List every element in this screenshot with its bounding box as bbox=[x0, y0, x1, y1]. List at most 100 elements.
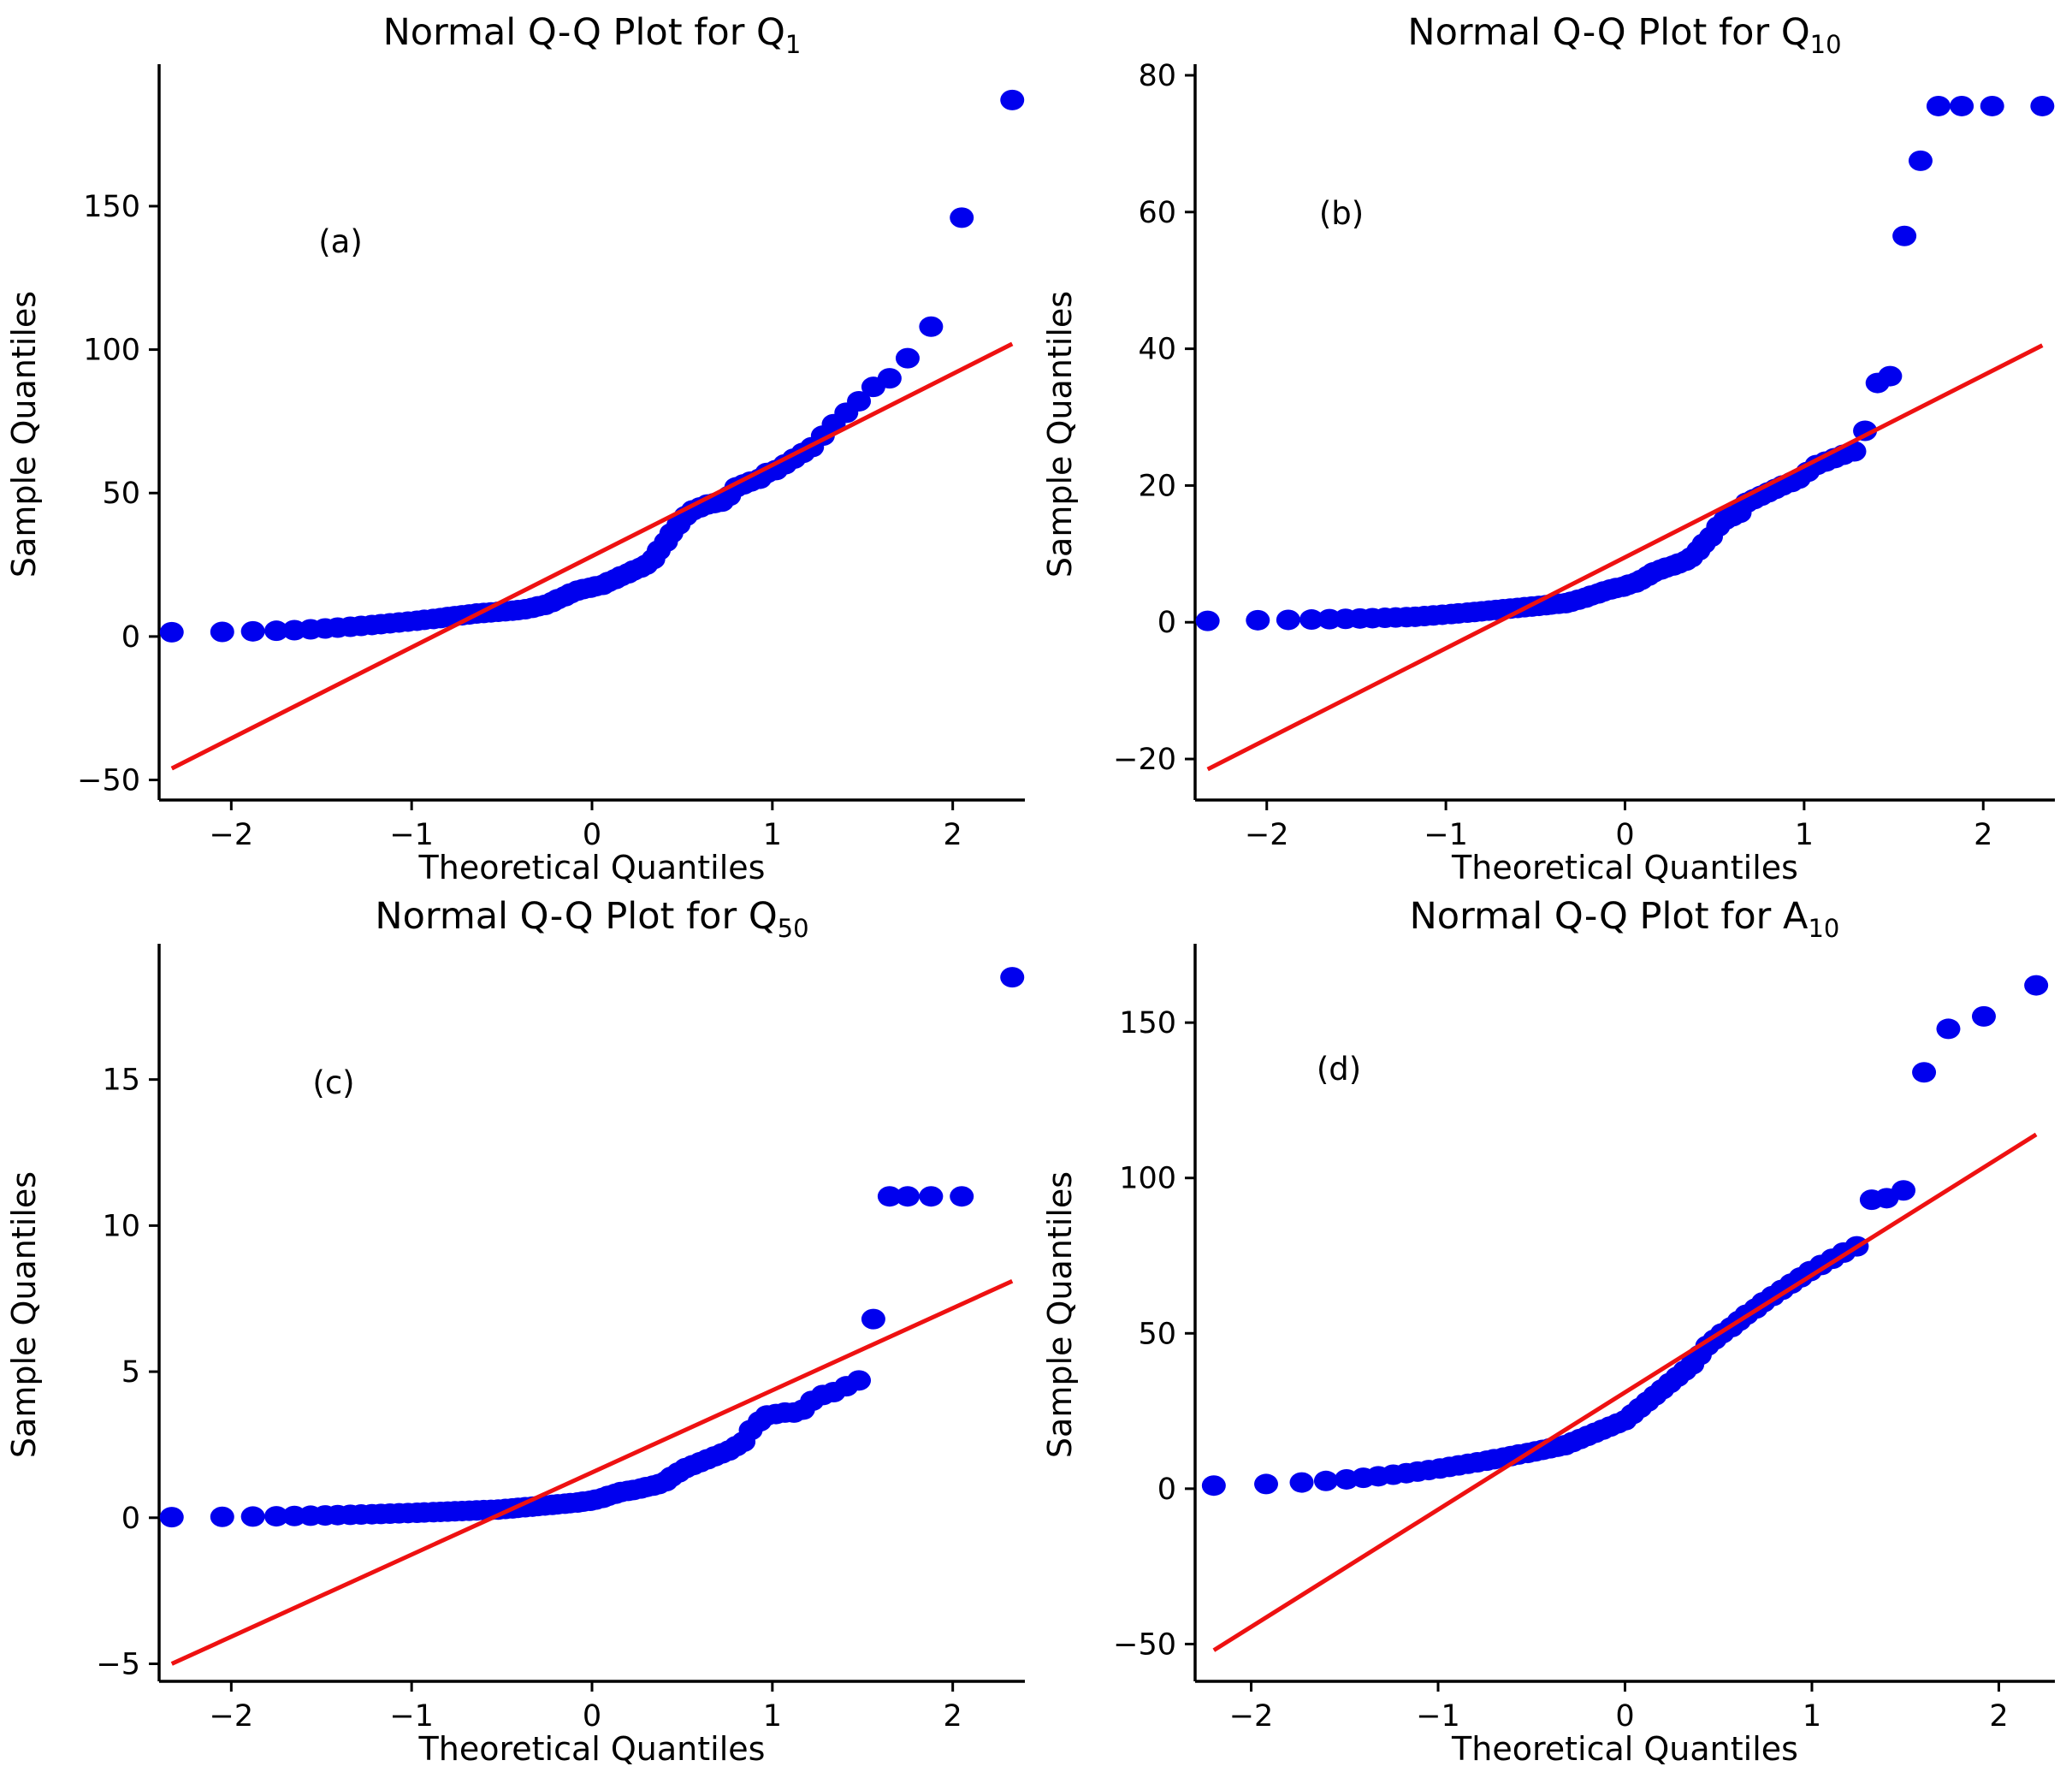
y-tick-label: 0 bbox=[121, 1502, 140, 1536]
y-tick-label: 40 bbox=[1138, 333, 1176, 367]
x-axis-label: Theoretical Quantiles bbox=[418, 849, 766, 886]
x-tick-label: −2 bbox=[1229, 1699, 1274, 1734]
chart-title-subscript: 50 bbox=[778, 914, 809, 943]
data-point bbox=[210, 1506, 234, 1527]
data-point bbox=[1195, 610, 1220, 631]
y-tick-label: 0 bbox=[1157, 606, 1176, 640]
reference-line bbox=[1212, 1132, 2038, 1652]
data-point bbox=[1853, 420, 1878, 442]
x-tick-label: 2 bbox=[1989, 1699, 2008, 1734]
data-point bbox=[2030, 95, 2055, 116]
data-point bbox=[1908, 150, 1933, 171]
qq-panel-b: Normal Q-Q Plot for Q10 −2 −1 0 1 2 −20 0 20 40 60… bbox=[1041, 11, 2055, 886]
x-tick-label: 0 bbox=[1615, 1699, 1634, 1734]
data-point bbox=[877, 368, 902, 389]
data-point bbox=[895, 347, 920, 369]
chart-title: Normal Q-Q Plot for Q50 bbox=[375, 895, 808, 943]
y-tick-label: 100 bbox=[1119, 1162, 1176, 1196]
x-tick-label: 0 bbox=[583, 1699, 601, 1734]
data-point bbox=[1971, 1005, 1996, 1027]
data-point bbox=[1912, 1062, 1937, 1083]
y-tick-label: 50 bbox=[1138, 1317, 1176, 1351]
data-point bbox=[1891, 1180, 1916, 1201]
chart-title: Normal Q-Q Plot for Q1 bbox=[383, 11, 802, 59]
data-point bbox=[1000, 89, 1025, 110]
reference-line bbox=[170, 1278, 1014, 1666]
data-point bbox=[847, 390, 872, 412]
y-axis-label: Sample Quantiles bbox=[1041, 1171, 1079, 1458]
y-tick-label: 80 bbox=[1138, 59, 1176, 93]
chart-title: Normal Q-Q Plot for A10 bbox=[1410, 895, 1840, 943]
y-tick-label: −50 bbox=[77, 764, 140, 798]
chart-title-main: Normal Q-Q Plot for Q bbox=[1407, 11, 1809, 54]
qq-panel-c: Normal Q-Q Plot for Q50 −2 −1 0 1 2 −5 0 5 10 15 Th… bbox=[5, 895, 1025, 1768]
y-tick-label: 0 bbox=[121, 620, 140, 655]
x-tick-label: −1 bbox=[1416, 1699, 1460, 1734]
y-axis-label: Sample Quantiles bbox=[5, 291, 43, 578]
data-point bbox=[1289, 1472, 1314, 1493]
data-point bbox=[159, 621, 184, 643]
data-point bbox=[1878, 365, 1903, 387]
data-point bbox=[950, 207, 974, 228]
data-point bbox=[240, 1506, 265, 1527]
y-tick-label: −50 bbox=[1113, 1627, 1176, 1662]
chart-title: Normal Q-Q Plot for Q10 bbox=[1407, 11, 1841, 59]
data-point bbox=[264, 1506, 289, 1527]
data-point bbox=[1299, 609, 1324, 631]
data-point bbox=[847, 1370, 872, 1391]
chart-title-subscript: 1 bbox=[785, 30, 801, 59]
y-tick-label: 150 bbox=[83, 190, 140, 224]
x-tick-label: 1 bbox=[763, 1699, 782, 1734]
data-point bbox=[1254, 1473, 1279, 1495]
data-point bbox=[1892, 225, 1917, 246]
x-tick-label: −1 bbox=[389, 818, 434, 852]
data-point bbox=[919, 1186, 944, 1207]
data-point bbox=[919, 316, 944, 337]
data-point bbox=[877, 1186, 902, 1207]
chart-title-main: Normal Q-Q Plot for Q bbox=[375, 895, 777, 938]
data-point bbox=[1936, 1018, 1961, 1040]
data-point bbox=[1276, 609, 1300, 631]
y-tick-label: 20 bbox=[1138, 469, 1176, 503]
data-point bbox=[950, 1186, 974, 1207]
x-tick-label: −1 bbox=[389, 1699, 434, 1734]
data-point bbox=[264, 620, 289, 642]
x-tick-label: 2 bbox=[944, 818, 962, 852]
data-point bbox=[1000, 967, 1025, 988]
data-point bbox=[1950, 95, 1974, 116]
data-point bbox=[861, 1308, 885, 1330]
x-axis-label: Theoretical Quantiles bbox=[1451, 1730, 1798, 1768]
x-tick-label: 0 bbox=[583, 818, 601, 852]
data-point bbox=[240, 620, 265, 642]
panel-tag: (b) bbox=[1319, 195, 1364, 232]
chart-title-subscript: 10 bbox=[1808, 914, 1839, 943]
x-tick-label: −2 bbox=[1245, 818, 1289, 852]
panel-tag: (d) bbox=[1317, 1051, 1361, 1088]
x-axis-label: Theoretical Quantiles bbox=[418, 1730, 766, 1768]
data-point bbox=[2024, 975, 2049, 996]
data-point bbox=[210, 621, 234, 643]
x-tick-label: 1 bbox=[763, 818, 782, 852]
x-tick-label: 0 bbox=[1615, 818, 1634, 852]
y-tick-label: 60 bbox=[1138, 196, 1176, 230]
y-axis-label: Sample Quantiles bbox=[1041, 291, 1079, 578]
chart-title-main: Normal Q-Q Plot for A bbox=[1410, 895, 1809, 938]
reference-line bbox=[170, 341, 1014, 771]
data-point bbox=[895, 1186, 920, 1207]
data-point bbox=[1246, 609, 1270, 631]
y-tick-label: 150 bbox=[1119, 1006, 1176, 1040]
x-tick-label: −2 bbox=[210, 1699, 254, 1734]
y-tick-label: 0 bbox=[1157, 1473, 1176, 1507]
data-point bbox=[1201, 1475, 1226, 1497]
x-tick-label: 1 bbox=[1795, 818, 1814, 852]
data-point bbox=[1980, 95, 2004, 116]
y-tick-label: −5 bbox=[96, 1648, 140, 1682]
panel-tag: (c) bbox=[312, 1064, 354, 1101]
qq-panel-d: Normal Q-Q Plot for A10 −2 −1 0 1 2 −50 0 50 100 1… bbox=[1041, 895, 2055, 1768]
y-tick-label: −20 bbox=[1113, 743, 1176, 777]
y-tick-label: 50 bbox=[102, 477, 140, 511]
x-axis-label: Theoretical Quantiles bbox=[1451, 849, 1798, 886]
y-axis-label: Sample Quantiles bbox=[5, 1171, 43, 1458]
y-tick-label: 10 bbox=[102, 1209, 140, 1243]
